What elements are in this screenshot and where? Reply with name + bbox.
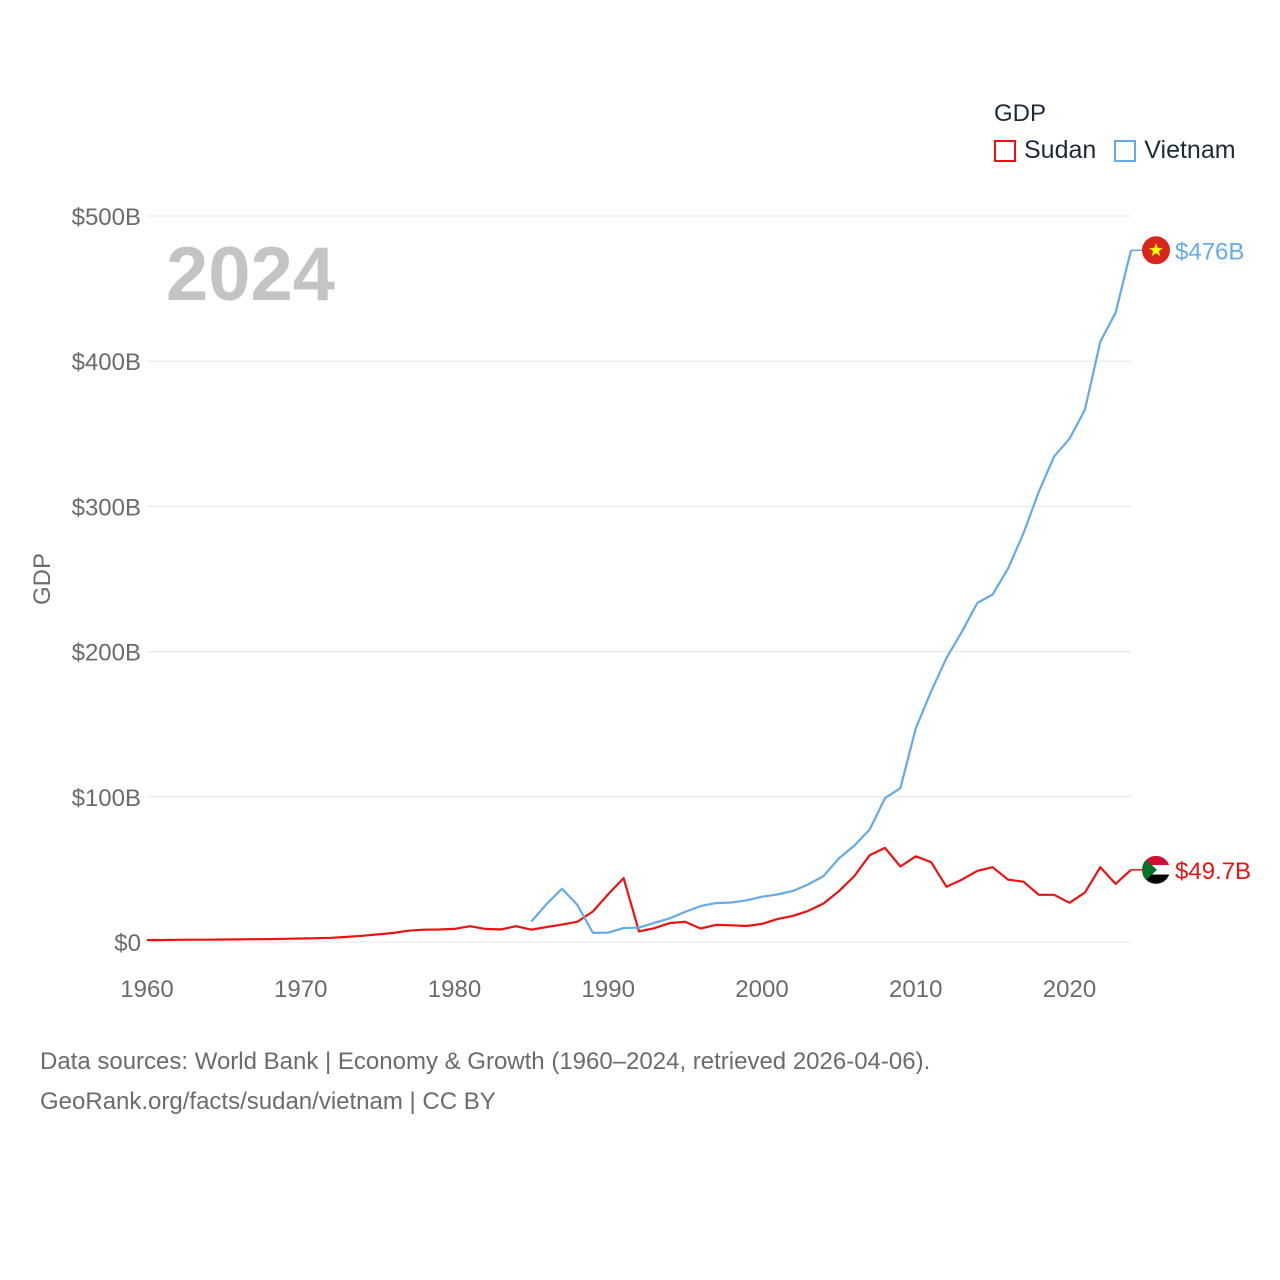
sudan-flag-icon [1142,855,1170,884]
y-tick-label: $200B [72,640,141,667]
y-axis-title: GDP [29,553,56,605]
sudan-flag-body [1142,855,1170,884]
x-tick-label: 2010 [889,976,942,1003]
gdp-line-chart: $0 $100B $200B $300B $400B $500B 1960 1970 1980 1… [29,204,1251,1003]
end-value-label-vietnam: $476B [1175,238,1244,265]
legend-item-sudan[interactable]: Sudan [994,136,1096,165]
sudan-flag-black [1142,874,1170,884]
legend-label-vietnam: Vietnam [1144,136,1236,164]
series-line-sudan [146,846,1132,942]
vietnam-flag-icon [1142,236,1170,265]
x-tick-label: 1960 [120,976,173,1003]
y-tick-label: $500B [72,204,141,231]
x-tick-label: 2000 [735,976,788,1003]
series-line-vietnam [530,250,1133,934]
legend-swatch-sudan [994,139,1016,162]
y-tick-label: $0 [114,930,141,957]
legend-label-sudan: Sudan [1024,136,1097,164]
y-tick-label: $400B [72,349,141,376]
legend: GDP Sudan Vietnam [994,100,1254,165]
y-tick-label: $100B [72,785,141,812]
x-tick-label: 1990 [582,976,635,1003]
vietnam-flag-star [1149,243,1163,257]
year-label: 2024 [166,232,335,317]
credit-line: GeoRank.org/facts/sudan/vietnam | CC BY [40,1088,496,1115]
sudan-flag-green [1142,855,1157,884]
source-footer: Data sources: World Bank | Economy & Gro… [40,1042,930,1122]
x-tick-label: 1970 [274,976,327,1003]
legend-title: GDP [994,100,1047,127]
legend-swatch-vietnam [1114,139,1137,162]
x-tick-label: 1980 [428,976,481,1003]
sudan-flag-red [1142,855,1170,866]
end-value-label-sudan: $49.7B [1175,858,1251,885]
source-line: Data sources: World Bank | Economy & Gro… [40,1048,931,1075]
y-tick-label: $300B [72,494,141,521]
legend-item-vietnam[interactable]: Vietnam [1114,136,1236,165]
x-tick-label: 2020 [1043,976,1096,1003]
